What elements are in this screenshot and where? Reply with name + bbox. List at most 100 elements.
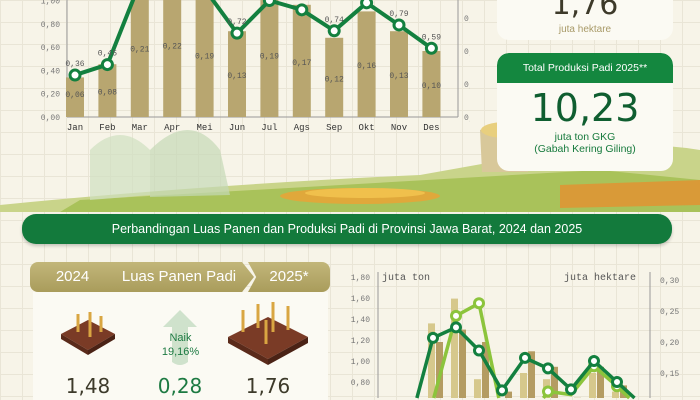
bar (436, 342, 443, 398)
bar (130, 0, 149, 118)
production-unit: juta ton GKG (554, 131, 616, 143)
bar (195, 0, 214, 118)
left-tick-label: 0,80 (351, 379, 370, 388)
right-tick-label: 0,05 (464, 81, 470, 90)
left-tick-label: 0,60 (41, 44, 60, 53)
left-tick-label: 1,00 (41, 0, 60, 7)
line-point (262, 0, 276, 7)
x-tick-label: Mar (132, 123, 148, 133)
x-tick-label: Ags (294, 123, 310, 133)
production-card: Total Produksi Padi 2025** 10,23 juta to… (497, 53, 673, 171)
section-banner: Perbandingan Luas Panen dan Produksi Pad… (22, 214, 672, 244)
right-tick-label: 0,10 (464, 48, 470, 57)
bar (459, 329, 466, 398)
line-point (519, 351, 531, 364)
bar (357, 11, 376, 117)
line-point (230, 26, 244, 40)
line-point (68, 68, 82, 82)
right-tick-label: 0,25 (660, 308, 679, 317)
bar (612, 391, 619, 398)
x-tick-label: Jan (67, 123, 83, 133)
monthly-chart-2025: 0,00 0,20 0,40 0,60 0,80 1,00 0,00 0,05 0,10 0,15… (41, 0, 470, 133)
x-tick-label: Nov (391, 123, 408, 133)
harvest-area-unit: juta hektare (558, 24, 612, 35)
line-label: 0,72 (227, 18, 246, 27)
line-point (424, 41, 438, 55)
x-tick-label: Jul (261, 123, 277, 133)
line-label: 0,59 (422, 33, 441, 42)
year-a-tab: 2024 (30, 262, 115, 292)
production-title: Total Produksi Padi 2025** (497, 53, 673, 83)
bar-label: 0,21 (130, 46, 149, 55)
bar (260, 0, 279, 118)
difference-value: 0,28 (157, 374, 203, 398)
bar-label: 0,06 (65, 91, 84, 100)
right-tick-label: 0,15 (660, 370, 679, 379)
bar (228, 31, 246, 118)
left-tick-label: 1,80 (351, 274, 370, 283)
left-tick-label: 0,80 (41, 21, 60, 30)
bar-label: 0,08 (98, 89, 117, 98)
line-point (360, 0, 374, 10)
right-tick-label: 0,20 (660, 339, 679, 348)
bar (325, 37, 344, 117)
line-point (473, 297, 485, 310)
production-note: (Gabah Kering Giling) (534, 143, 636, 155)
left-tick-label: 1,60 (351, 295, 370, 304)
bar-label: 0,13 (227, 72, 246, 81)
bar (474, 379, 481, 398)
arrow-up-icon (163, 310, 197, 365)
value-2024: 1,48 (65, 374, 111, 398)
line-point (427, 331, 439, 344)
bar-label: 0,13 (389, 72, 408, 81)
x-tick-label: Sep (326, 123, 342, 133)
bar-label: 0,16 (357, 62, 376, 71)
left-tick-label: 1,20 (351, 337, 370, 346)
bar (597, 366, 604, 398)
line-point (450, 321, 462, 334)
left-tick-label: 1,00 (351, 358, 370, 367)
line-point (588, 355, 600, 367)
line-point (565, 383, 577, 396)
left-tick-label: 0,00 (41, 114, 60, 123)
line-label: 0,79 (389, 10, 408, 19)
year-b-tab: 2025* (248, 262, 330, 292)
harvest-area-card: 1,76 juta hektare (497, 0, 673, 40)
harvest-area-value: 1,76 (551, 0, 619, 22)
x-tick-label: Mei (196, 123, 212, 133)
bar (390, 31, 408, 118)
bar-label: 0,17 (292, 59, 311, 68)
right-tick-label: 0,15 (464, 15, 470, 24)
x-tick-label: Jun (229, 123, 245, 133)
x-tick-label: Apr (164, 123, 180, 133)
bar (163, 0, 182, 117)
production-value: 10,23 (530, 86, 640, 130)
line-point (542, 385, 554, 398)
field-icons (61, 302, 308, 365)
line-series (74, 0, 433, 77)
line-point (473, 344, 485, 357)
line-label: 0,74 (325, 16, 344, 25)
right-tick-label: 0,30 (660, 277, 679, 286)
value-2025: 1,76 (245, 374, 291, 398)
change-percent: 19,16% (161, 346, 200, 358)
bar (451, 298, 458, 398)
line-label: 0,45 (98, 50, 117, 59)
line-point (496, 384, 508, 397)
bar (292, 4, 311, 117)
left-axis-label: juta ton (382, 272, 430, 284)
left-tick-label: 0,40 (41, 67, 60, 76)
line-point (542, 362, 554, 375)
bar-label: 0,10 (422, 82, 441, 91)
bar (98, 64, 117, 117)
line-point (450, 309, 462, 322)
bar (520, 373, 527, 398)
bar (428, 323, 435, 398)
line-point (392, 18, 406, 32)
bar-label: 0,19 (195, 52, 214, 61)
bar (528, 351, 535, 398)
line-label: 0,36 (65, 60, 84, 69)
bar (505, 391, 512, 398)
left-tick-label: 1,40 (351, 316, 370, 325)
